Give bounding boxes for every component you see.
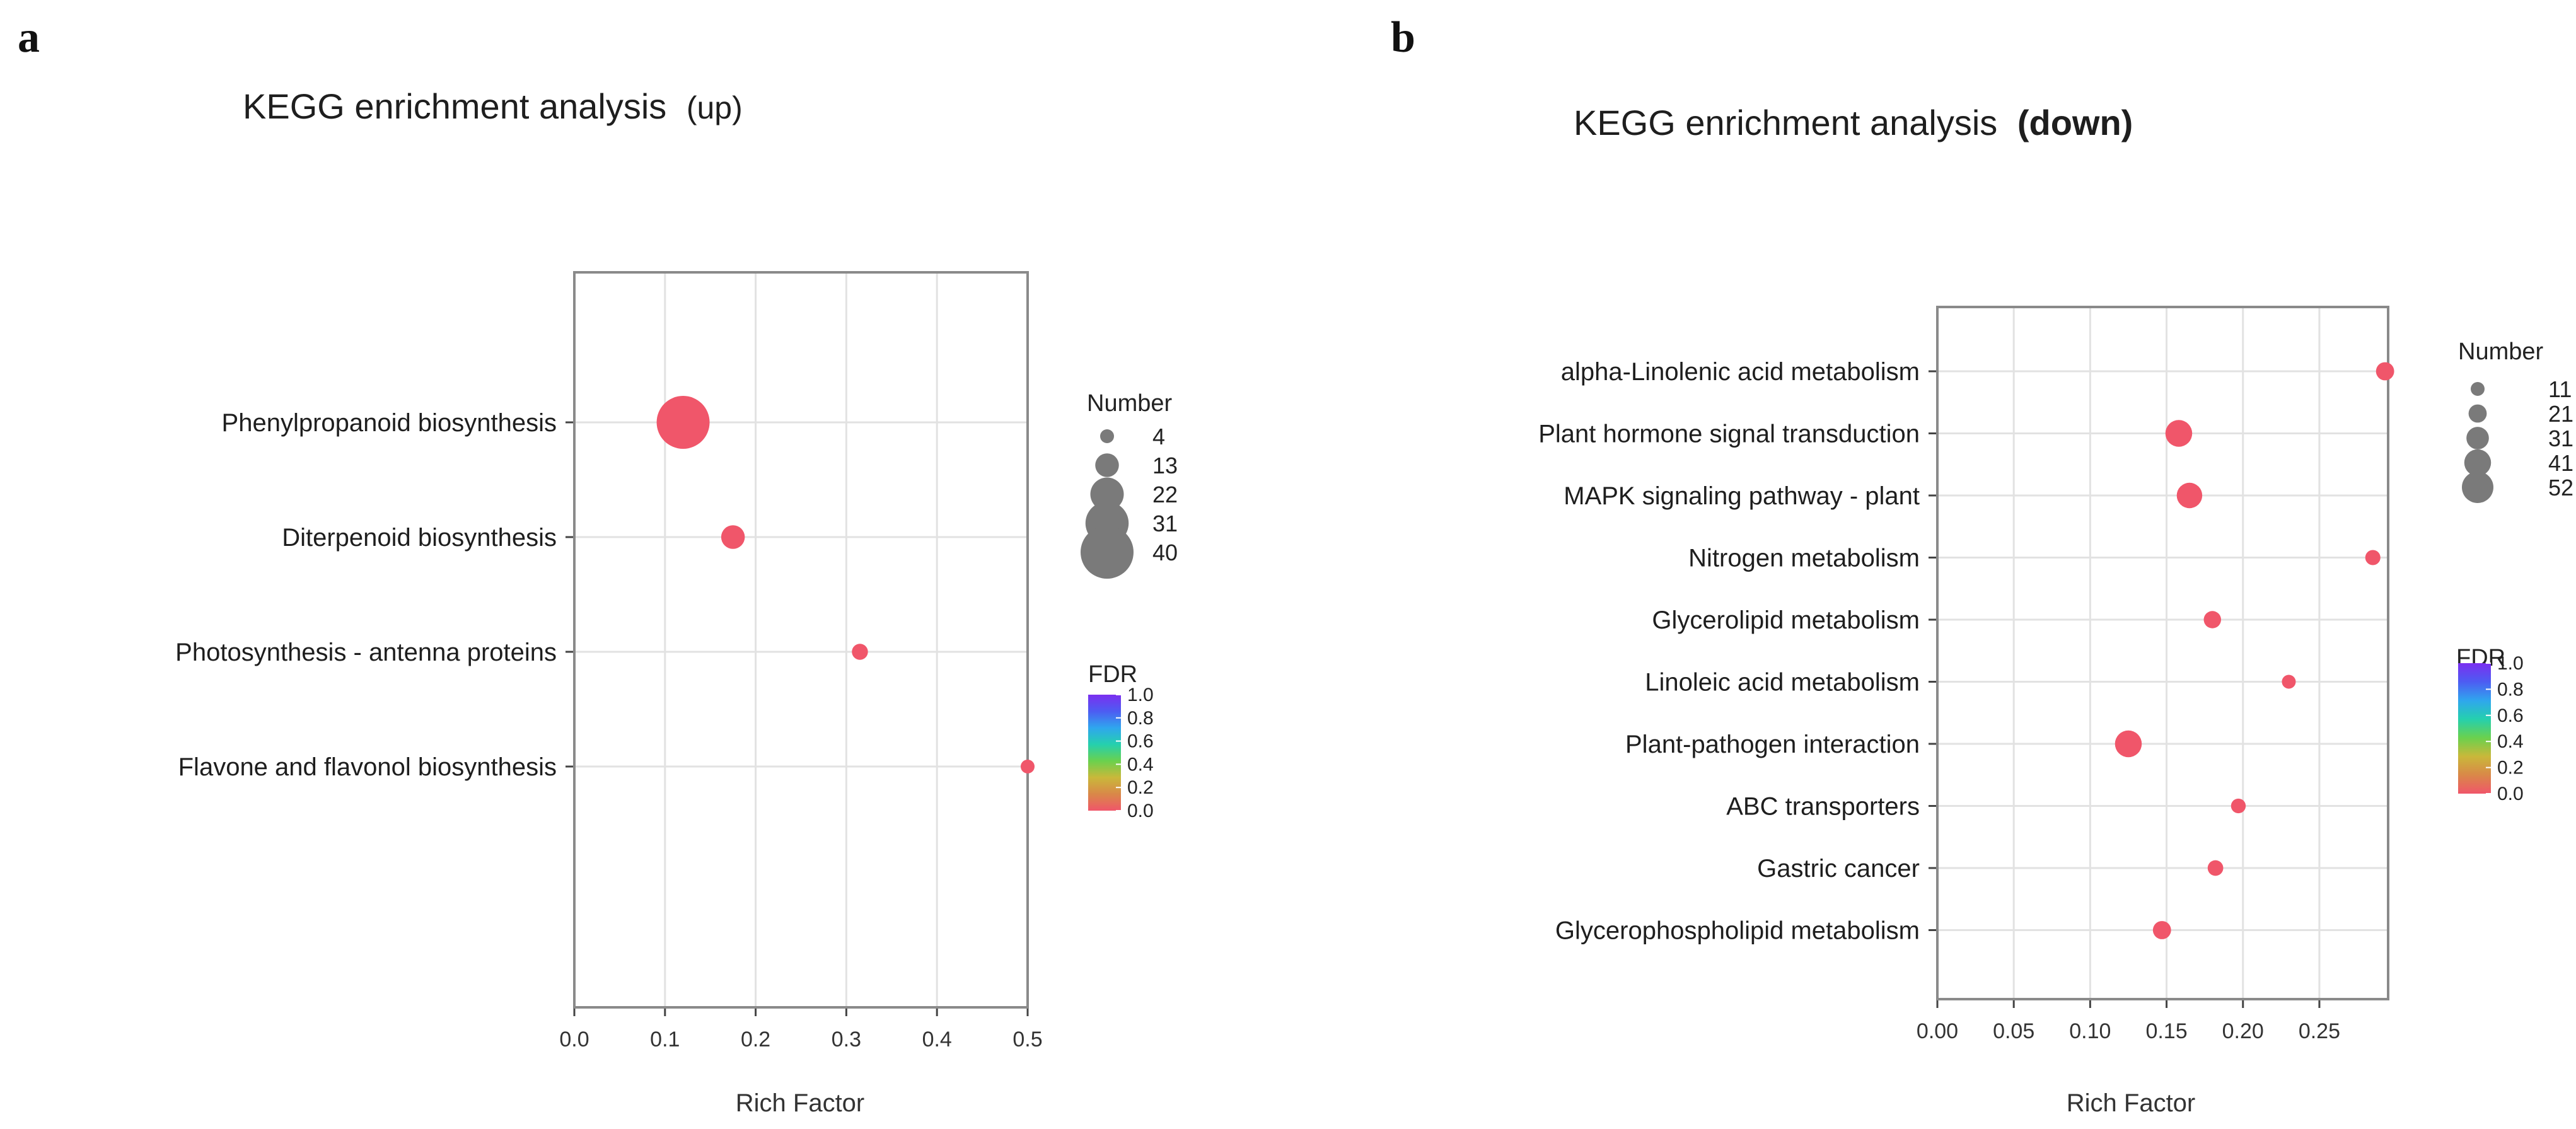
panel-b-fdr-tick-label: 0.0 xyxy=(2497,784,2524,804)
panel-a-size-legend-label: 4 xyxy=(1152,424,1165,449)
panel-b-size-legend-label: 11 xyxy=(2548,376,2572,402)
panel-b-category-label: Nitrogen metabolism xyxy=(1688,545,1920,572)
panel-b-fdr-tick-label: 0.8 xyxy=(2497,679,2524,700)
panel-b-title-suffix: (down) xyxy=(2017,103,2133,142)
panel-b-data-point xyxy=(2176,482,2203,509)
panel-b-data-point xyxy=(2376,362,2394,381)
panel-b-category-label: alpha-Linolenic acid metabolism xyxy=(1561,358,1920,386)
panel-a-title-suffix: (up) xyxy=(687,90,743,125)
panel-b-data-point xyxy=(2282,675,2296,689)
panel-a-fdr-tick-label: 0.2 xyxy=(1127,777,1154,798)
panel-b-size-legend-swatch xyxy=(2462,472,2493,503)
panel-a-data-point xyxy=(852,644,868,660)
panel-a-fdr-colorbar xyxy=(1088,695,1121,811)
panel-b-category-label: MAPK signaling pathway - plant xyxy=(1564,482,1920,510)
panel-b-fdr-tick-label: 1.0 xyxy=(2497,653,2524,674)
panel-a-data-point xyxy=(656,396,710,449)
panel-b-size-legend-label: 21 xyxy=(2548,401,2573,427)
panel-b-fdr-tick-label: 0.6 xyxy=(2497,705,2524,726)
panel-a-category-label: Phenylpropanoid biosynthesis xyxy=(222,409,557,437)
panel-a-fdr-tick-label: 1.0 xyxy=(1127,685,1154,705)
panel-b-data-point xyxy=(2207,860,2224,876)
panel-a-x-tick-label: 0.3 xyxy=(832,1028,861,1051)
panel-a-data-point xyxy=(721,525,745,549)
panel-a-size-legend-label: 13 xyxy=(1152,453,1178,478)
panel-b-x-tick-label: 0.15 xyxy=(2145,1019,2187,1043)
panel-a-x-tick-label: 0.0 xyxy=(559,1028,589,1051)
panel-b-letter: b xyxy=(1391,13,1415,62)
panel-a-size-legend-label: 40 xyxy=(1152,540,1178,565)
panel-b-size-legend-label: 41 xyxy=(2548,450,2573,476)
panel-a-x-tick-label: 0.5 xyxy=(1012,1028,1042,1051)
panel-b-x-tick-label: 0.00 xyxy=(1917,1019,1958,1043)
panel-a-fdr-tick-label: 0.8 xyxy=(1127,708,1154,729)
panel-b-category-label: Plant-pathogen interaction xyxy=(1625,731,1920,758)
panel-b-x-axis-title: Rich Factor xyxy=(2067,1089,2196,1117)
panel-a-category-label: Photosynthesis - antenna proteins xyxy=(175,639,557,666)
panel-a-title-main: KEGG enrichment analysis xyxy=(243,86,666,126)
panel-b-size-legend-swatch xyxy=(2471,382,2485,396)
panel-a-fdr-tick-label: 0.6 xyxy=(1127,731,1154,752)
panel-b-data-point xyxy=(2365,550,2381,565)
panel-b-size-legend-swatch xyxy=(2468,404,2487,423)
panel-a-size-legend-swatch xyxy=(1090,477,1124,511)
panel-a-size-legend-label: 31 xyxy=(1152,511,1178,536)
panel-b-title: KEGG enrichment analysis (down) xyxy=(1574,103,2133,142)
panel-b-size-legend-label: 52 xyxy=(2548,475,2573,501)
panel-a-fdr-tick-label: 0.0 xyxy=(1127,801,1154,821)
panel-b-fdr-tick-label: 0.2 xyxy=(2497,758,2524,779)
panel-a-plot-frame xyxy=(573,271,1029,1009)
panel-b-title-main: KEGG enrichment analysis xyxy=(1574,103,1997,142)
panel-a-title: KEGG enrichment analysis (up) xyxy=(243,86,743,126)
panel-a-category-label: Diterpenoid biosynthesis xyxy=(282,524,557,552)
panel-b-category-label: Gastric cancer xyxy=(1757,855,1920,883)
panel-b-data-point xyxy=(2165,420,2193,447)
panel-b-category-label: Linoleic acid metabolism xyxy=(1645,669,1920,697)
panel-b-category-label: Glycerolipid metabolism xyxy=(1652,606,1920,634)
panel-b-category-label: ABC transporters xyxy=(1726,793,1920,821)
panel-a-x-tick-label: 0.2 xyxy=(741,1028,770,1051)
panel-a-size-legend-label: 22 xyxy=(1152,482,1178,507)
panel-a-size-legend-swatch xyxy=(1100,429,1114,443)
panel-b-fdr-colorbar xyxy=(2458,663,2491,794)
panel-b-size-legend-label: 31 xyxy=(2548,426,2573,451)
panel-b-category-label: Plant hormone signal transduction xyxy=(1538,420,1920,448)
panel-b-size-legend-swatch xyxy=(2466,427,2489,449)
panel-a-category-label: Flavone and flavonol biosynthesis xyxy=(178,753,557,781)
panel-a-x-tick-label: 0.1 xyxy=(650,1028,680,1051)
panel-a-size-legend-title: Number xyxy=(1087,390,1172,417)
panel-b-x-tick-label: 0.20 xyxy=(2222,1019,2264,1043)
panel-b-x-tick-label: 0.10 xyxy=(2069,1019,2111,1043)
panel-a-letter: a xyxy=(18,13,40,62)
panel-a-size-legend-swatch xyxy=(1095,453,1119,477)
panel-b-plot-frame xyxy=(1936,306,2389,1000)
panel-b-data-point xyxy=(2203,611,2222,628)
panel-b-plot: 0.00 0.05 0.10 0.15 0.20 0.25 alpha-Linolenic … xyxy=(1538,306,2573,1043)
panel-b-fdr-tick-label: 0.4 xyxy=(2497,731,2524,752)
panel-b-size-legend-title: Number xyxy=(2458,339,2543,365)
panel-b-data-point xyxy=(2152,921,2171,939)
panel-a-color-legend-title: FDR xyxy=(1088,661,1137,688)
panel-a-x-tick-label: 0.4 xyxy=(922,1028,952,1051)
plot-layer: 0.0 0.1 0.2 0.3 0.4 0.5 Phenylpropanoid biosyn… xyxy=(175,271,2573,1051)
panel-b-x-tick-label: 0.25 xyxy=(2299,1019,2340,1043)
panel-a-plot-border xyxy=(573,271,1029,1009)
panel-b-category-label: Glycerophospholipid metabolism xyxy=(1555,917,1920,945)
panel-b-x-tick-label: 0.05 xyxy=(1993,1019,2034,1043)
panel-b-plot-border xyxy=(1936,306,2389,1000)
panel-b-data-point xyxy=(2231,798,2246,814)
panel-a-data-point xyxy=(1021,760,1035,773)
panel-a-fdr-tick-label: 0.4 xyxy=(1127,754,1154,775)
panel-a-x-axis-title: Rich Factor xyxy=(736,1089,865,1117)
panel-b-size-legend-swatch xyxy=(2464,449,2492,477)
panel-b-data-point xyxy=(2115,730,2142,758)
panel-a-plot: 0.0 0.1 0.2 0.3 0.4 0.5 Phenylpropanoid biosyn… xyxy=(175,271,1178,1051)
panel-a-size-legend-swatch xyxy=(1081,526,1134,579)
